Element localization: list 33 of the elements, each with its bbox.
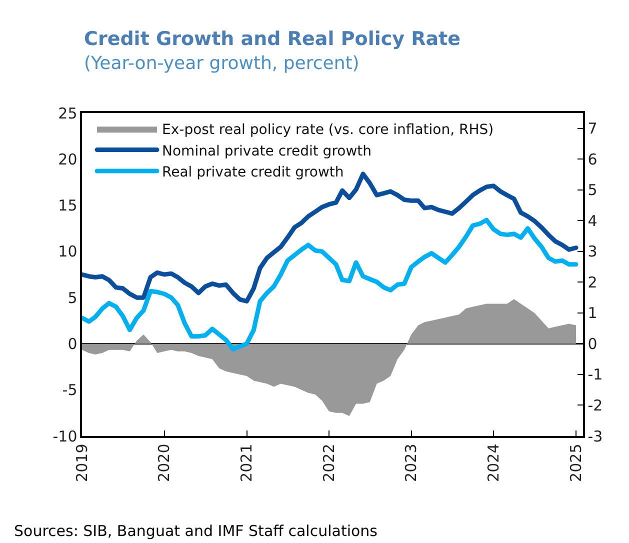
line-series: [82, 218, 578, 352]
y-tick-label: 25: [58, 104, 78, 122]
y2-tick-label: 6: [588, 150, 598, 168]
y2-tick-label: 0: [588, 334, 598, 353]
x-tick-label: 2019: [72, 444, 91, 482]
chart-title: Credit Growth and Real Policy Rate: [84, 28, 461, 50]
y2-tick-label: 5: [588, 181, 598, 200]
y-tick-label: 5: [68, 288, 78, 307]
y2-tick-label: 3: [588, 242, 598, 261]
legend-label: Real private credit growth: [162, 164, 344, 180]
x-tick-label: 2021: [238, 444, 256, 482]
y-tick-label: -5: [62, 381, 78, 400]
y-tick-label: 10: [58, 242, 78, 261]
y-tick-label: 20: [58, 150, 78, 168]
y2-tick-label: 1: [588, 304, 598, 322]
source-note: Sources: SIB, Banguat and IMF Staff calculations: [14, 522, 378, 540]
y2-tick-label: -2: [588, 396, 603, 414]
x-tick-label: 2023: [402, 444, 420, 482]
y2-tick-label: 4: [588, 212, 598, 230]
x-tick-label: 2024: [484, 444, 502, 482]
y2-tick-label: -1: [588, 366, 603, 384]
x-tick-label: 2022: [320, 444, 338, 482]
y-tick-label: 15: [58, 196, 78, 215]
x-tick-label: 2020: [155, 444, 174, 482]
y2-tick-label: -3: [588, 427, 603, 446]
legend-label: Ex-post real policy rate (vs. core inflation, RHS): [162, 122, 494, 138]
y-tick-label: -10: [52, 427, 78, 446]
y2-tick-label: 2: [588, 273, 598, 292]
y-tick-label: 0: [68, 334, 78, 353]
legend-label: Nominal private credit growth: [162, 143, 372, 160]
chart-subtitle: (Year-on-year growth, percent): [84, 53, 360, 74]
x-tick-label: 2025: [566, 444, 585, 482]
y2-tick-label: 7: [588, 120, 598, 138]
